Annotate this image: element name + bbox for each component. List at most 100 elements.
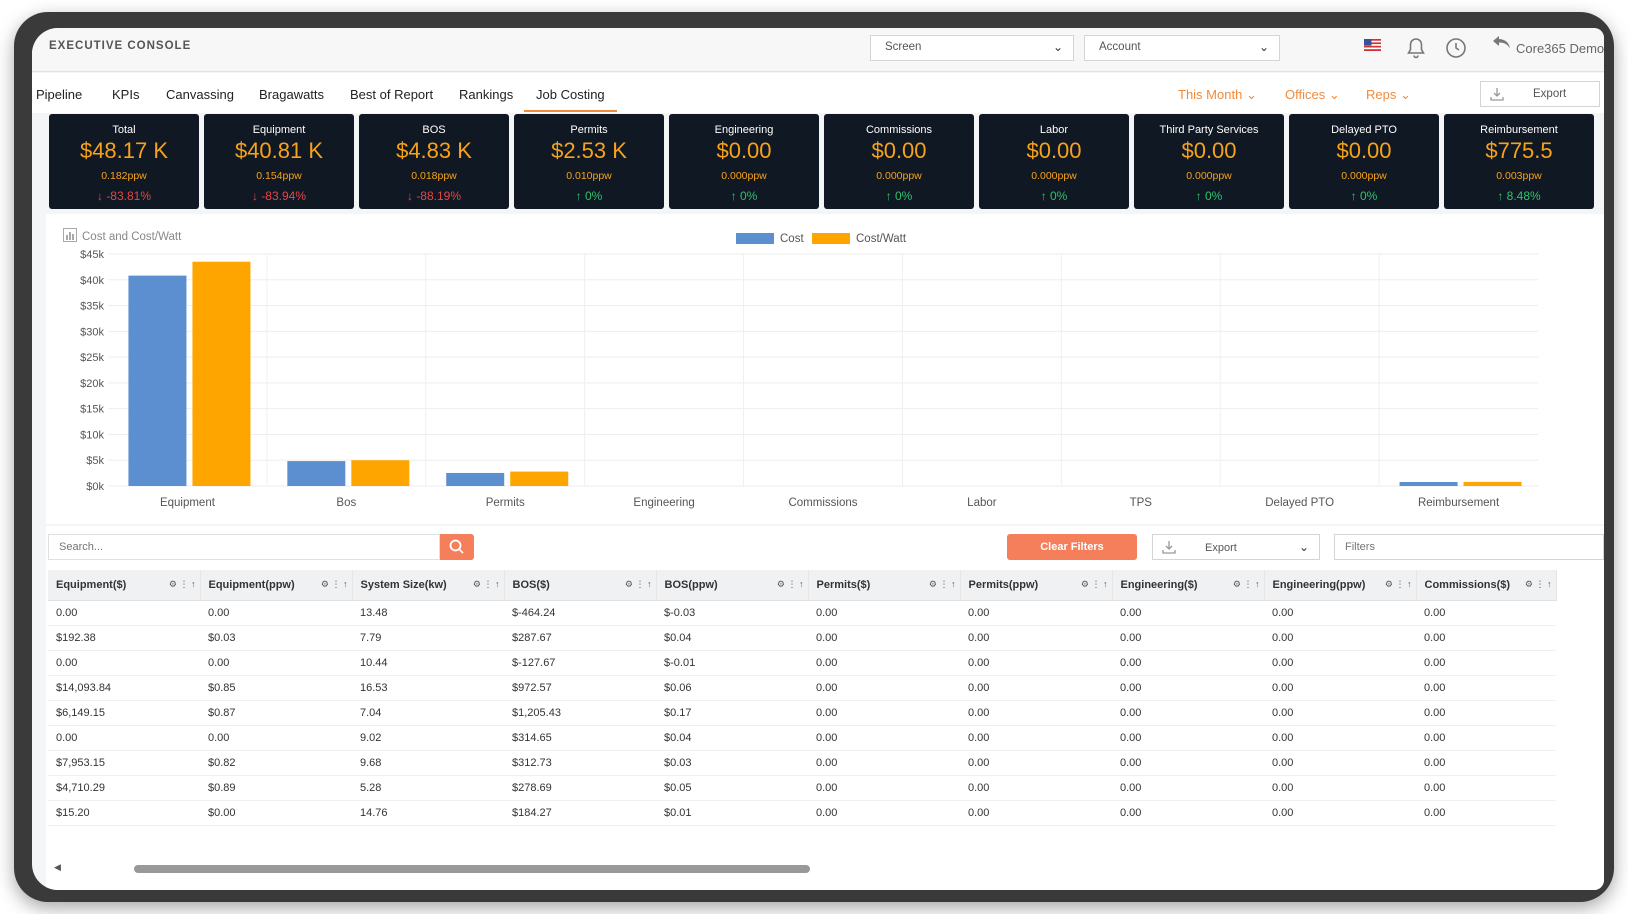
screen-select[interactable]: Screen ⌄ — [870, 35, 1074, 61]
kpi-value: $775.5 — [1485, 138, 1553, 163]
kpi-card-commissions[interactable]: Commissions $0.00 0.000ppw ↑ 0% — [824, 114, 974, 209]
tab-rankings[interactable]: Rankings — [459, 87, 514, 102]
column-menu-icon[interactable]: ⚙ ⋮ ↑ — [1232, 579, 1260, 589]
tab-kpis[interactable]: KPIs — [112, 87, 140, 102]
table-cell: $0.03 — [200, 625, 352, 651]
tab-best-of-report[interactable]: Best of Report — [350, 87, 434, 102]
table-cell: $1,205.43 — [504, 700, 656, 726]
table-cell: 0.00 — [1264, 775, 1416, 801]
column-menu-icon[interactable]: ⚙ ⋮ ↑ — [928, 579, 956, 589]
column-header[interactable]: BOS($) ⚙ ⋮ ↑ — [504, 570, 657, 601]
tab-bragawatts[interactable]: Bragawatts — [259, 87, 325, 102]
table-cell: $-127.67 — [504, 650, 656, 676]
clock-icon[interactable] — [1444, 36, 1468, 60]
table-cell: 0.00 — [1112, 600, 1264, 626]
table-cell: 9.02 — [352, 725, 504, 751]
kpi-card-bos[interactable]: BOS $4.83 K 0.018ppw ↓ -88.19% — [359, 114, 509, 209]
column-header[interactable]: Equipment(ppw) ⚙ ⋮ ↑ — [200, 570, 353, 601]
export-button[interactable]: Export — [1480, 81, 1600, 107]
table-row[interactable]: $15.20 $0.00 14.76 $184.27 $0.01 0.00 0.00 0.00… — [48, 800, 1556, 826]
horizontal-scrollbar[interactable]: ◀ — [48, 862, 1604, 876]
kpi-change: ↓ -83.94% — [204, 189, 354, 203]
arrow-up-icon: ↑ — [1040, 189, 1050, 203]
kpi-card-reimbursement[interactable]: Reimbursement $775.5 0.003ppw ↑ 8.48% — [1444, 114, 1594, 209]
export-select-label: Export — [1205, 542, 1237, 554]
bar-cost-equipment[interactable] — [128, 275, 187, 486]
table-row[interactable]: 0.00 0.00 10.44 $-127.67 $-0.01 0.00 0.00 0.00 0… — [48, 650, 1556, 676]
table-row[interactable]: 0.00 0.00 13.48 $-464.24 $-0.03 0.00 0.00 0.00 0… — [48, 600, 1556, 626]
column-menu-icon[interactable]: ⚙ ⋮ ↑ — [1524, 579, 1552, 589]
x-tick-label: Permits — [486, 497, 525, 509]
kpi-card-permits[interactable]: Permits $2.53 K 0.010ppw ↑ 0% — [514, 114, 664, 209]
bar-cost-reimbursement[interactable] — [1399, 482, 1458, 486]
table-cell: 0.00 — [48, 600, 200, 626]
table-row[interactable]: 0.00 0.00 9.02 $314.65 $0.04 0.00 0.00 0.00 0.00… — [48, 725, 1556, 751]
kpi-change-value: 8.48% — [1506, 189, 1541, 203]
column-header[interactable]: Commissions($) ⚙ ⋮ ↑ — [1416, 570, 1557, 601]
column-header[interactable]: Permits($) ⚙ ⋮ ↑ — [808, 570, 961, 601]
column-header[interactable]: Engineering($) ⚙ ⋮ ↑ — [1112, 570, 1265, 601]
scroll-left-icon[interactable]: ◀ — [54, 862, 61, 872]
x-tick-label: Engineering — [633, 497, 694, 509]
search-button[interactable] — [440, 534, 474, 560]
table-cell: 0.00 — [200, 650, 352, 676]
export-select[interactable]: Export ⌄ — [1152, 534, 1320, 560]
clear-filters-button[interactable]: Clear Filters — [1007, 534, 1137, 560]
bar-cost-watt-permits[interactable] — [510, 471, 569, 486]
table-cell: $-464.24 — [504, 600, 656, 626]
reps-filter[interactable]: Reps ⌄ — [1366, 87, 1411, 103]
table-row[interactable]: $6,149.15 $0.87 7.04 $1,205.43 $0.17 0.00 0.00… — [48, 700, 1556, 726]
column-menu-icon[interactable]: ⚙ ⋮ ↑ — [472, 579, 500, 589]
column-header[interactable]: Equipment($) ⚙ ⋮ ↑ — [48, 570, 201, 601]
kpi-card-equipment[interactable]: Equipment $40.81 K 0.154ppw ↓ -83.94% — [204, 114, 354, 209]
search-input[interactable] — [48, 534, 440, 560]
cost-chart-panel: Cost and Cost/Watt $0k $5k $10k $15k $20k $25… — [46, 214, 1604, 524]
tab-canvassing[interactable]: Canvassing — [166, 87, 234, 102]
kpi-card-engineering[interactable]: Engineering $0.00 0.000ppw ↑ 0% — [669, 114, 819, 209]
bell-icon[interactable] — [1404, 36, 1428, 60]
scrollbar-thumb[interactable] — [134, 865, 810, 873]
bar-cost-watt-equipment[interactable] — [192, 261, 251, 486]
bar-cost-permits[interactable] — [446, 472, 505, 486]
bar-cost-watt-reimbursement[interactable] — [1463, 481, 1522, 486]
bar-cost-bos[interactable] — [287, 461, 346, 486]
kpi-card-labor[interactable]: Labor $0.00 0.000ppw ↑ 0% — [979, 114, 1129, 209]
kpi-change: ↑ 0% — [1134, 189, 1284, 203]
tab-job-costing[interactable]: Job Costing — [524, 87, 617, 112]
table-row[interactable]: $7,953.15 $0.82 9.68 $312.73 $0.03 0.00 0.00 0.… — [48, 750, 1556, 776]
column-menu-icon[interactable]: ⚙ ⋮ ↑ — [1384, 579, 1412, 589]
x-tick-label: Bos — [336, 497, 356, 509]
table-row[interactable]: $192.38 $0.03 7.79 $287.67 $0.04 0.00 0.00 0.00… — [48, 625, 1556, 651]
column-menu-icon[interactable]: ⚙ ⋮ ↑ — [168, 579, 196, 589]
bar-cost-watt-bos[interactable] — [351, 460, 410, 486]
table-cell: 16.53 — [352, 675, 504, 701]
kpi-change-value: 0% — [585, 189, 603, 203]
column-header[interactable]: Engineering(ppw) ⚙ ⋮ ↑ — [1264, 570, 1417, 601]
column-menu-icon[interactable]: ⚙ ⋮ ↑ — [624, 579, 652, 589]
column-menu-icon[interactable]: ⚙ ⋮ ↑ — [1080, 579, 1108, 589]
column-header[interactable]: System Size(kw) ⚙ ⋮ ↑ — [352, 570, 505, 601]
kpi-change: ↓ -88.19% — [359, 189, 509, 203]
kpi-card-third-party-services[interactable]: Third Party Services $0.00 0.000ppw ↑ 0% — [1134, 114, 1284, 209]
filters-input[interactable] — [1334, 534, 1604, 560]
kpi-card-delayed-pto[interactable]: Delayed PTO $0.00 0.000ppw ↑ 0% — [1289, 114, 1439, 209]
us-flag-icon[interactable] — [1364, 39, 1381, 51]
tab-pipeline[interactable]: Pipeline — [36, 87, 83, 102]
y-tick-label: $5k — [86, 455, 104, 467]
table-cell: 0.00 — [1112, 675, 1264, 701]
this-month-filter[interactable]: This Month ⌄ — [1178, 87, 1257, 103]
account-select[interactable]: Account ⌄ — [1084, 35, 1280, 61]
return-arrow-icon[interactable] — [1490, 31, 1514, 55]
column-menu-icon[interactable]: ⚙ ⋮ ↑ — [776, 579, 804, 589]
column-header[interactable]: BOS(ppw) ⚙ ⋮ ↑ — [656, 570, 809, 601]
table-cell: 0.00 — [808, 775, 960, 801]
column-header[interactable]: Permits(ppw) ⚙ ⋮ ↑ — [960, 570, 1113, 601]
download-icon — [1490, 88, 1504, 101]
offices-filter[interactable]: Offices ⌄ — [1285, 87, 1340, 103]
table-row[interactable]: $14,093.84 $0.85 16.53 $972.57 $0.06 0.00 0.00… — [48, 675, 1556, 701]
kpi-card-total[interactable]: Total $48.17 K 0.182ppw ↓ -83.81% — [49, 114, 199, 209]
column-menu-icon[interactable]: ⚙ ⋮ ↑ — [320, 579, 348, 589]
app-screen: EXECUTIVE CONSOLE Screen ⌄ Account ⌄ Cor… — [32, 28, 1604, 890]
user-name[interactable]: Core365 Demo — [1516, 41, 1604, 56]
table-row[interactable]: $4,710.29 $0.89 5.28 $278.69 $0.05 0.00 0.00 0.… — [48, 775, 1556, 801]
